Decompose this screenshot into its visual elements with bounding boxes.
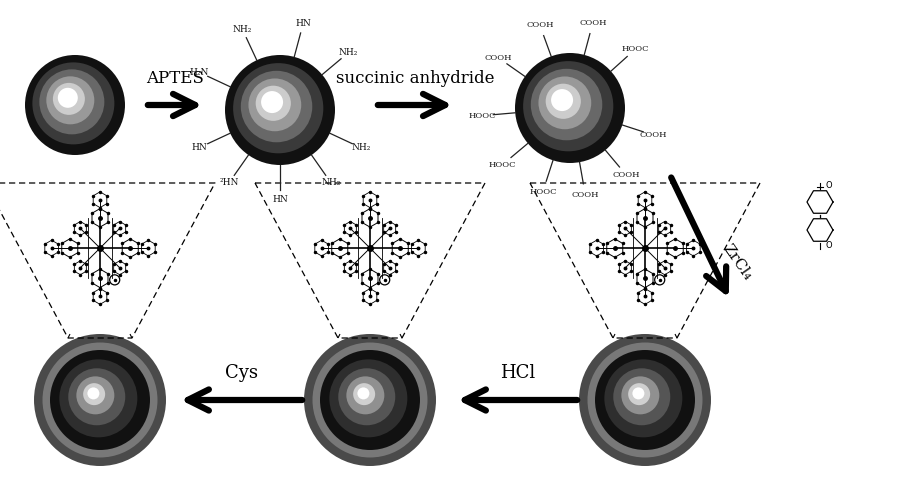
Circle shape (261, 91, 283, 113)
Circle shape (604, 360, 682, 437)
Text: NH₂: NH₂ (339, 48, 358, 57)
Text: APTES: APTES (146, 70, 204, 87)
Text: HCl: HCl (500, 364, 535, 382)
Circle shape (346, 376, 385, 415)
Text: COOH: COOH (484, 54, 511, 62)
Text: succinic anhydride: succinic anhydride (336, 70, 494, 87)
Circle shape (76, 376, 115, 415)
Circle shape (32, 62, 115, 145)
Text: NH₂: NH₂ (232, 25, 252, 34)
Circle shape (312, 343, 428, 457)
Text: COOH: COOH (526, 21, 554, 29)
Circle shape (225, 55, 335, 165)
Circle shape (58, 88, 78, 108)
Text: COOH: COOH (572, 191, 599, 199)
Circle shape (330, 360, 408, 437)
Circle shape (39, 69, 105, 134)
Circle shape (539, 77, 591, 129)
Text: O: O (825, 241, 832, 251)
Text: HOOC: HOOC (621, 45, 649, 53)
Circle shape (595, 350, 695, 450)
Circle shape (579, 334, 711, 466)
Circle shape (551, 89, 573, 111)
Circle shape (46, 76, 95, 124)
Text: ZrCl₄: ZrCl₄ (720, 241, 755, 282)
Circle shape (633, 388, 644, 400)
Circle shape (50, 350, 150, 450)
Circle shape (249, 79, 301, 131)
Circle shape (84, 383, 106, 405)
Circle shape (25, 55, 125, 155)
Circle shape (60, 360, 138, 437)
Circle shape (621, 376, 659, 415)
Text: O: O (825, 182, 832, 190)
Circle shape (545, 84, 581, 119)
Circle shape (53, 83, 84, 115)
Circle shape (241, 71, 312, 142)
Circle shape (523, 61, 613, 151)
Text: H₂N: H₂N (189, 68, 209, 77)
Text: COOH: COOH (640, 131, 667, 139)
Circle shape (613, 368, 670, 425)
Circle shape (233, 63, 323, 153)
Text: HOOC: HOOC (529, 187, 556, 196)
Circle shape (588, 343, 702, 457)
Circle shape (353, 383, 375, 405)
Text: Cys: Cys (225, 364, 258, 382)
Circle shape (304, 334, 436, 466)
Circle shape (256, 86, 291, 121)
Text: NH₂: NH₂ (351, 143, 371, 152)
Text: COOH: COOH (579, 19, 607, 27)
Circle shape (87, 388, 99, 400)
Circle shape (320, 350, 420, 450)
Circle shape (42, 343, 158, 457)
Circle shape (531, 69, 602, 140)
Circle shape (357, 388, 369, 400)
Text: HOOC: HOOC (468, 112, 496, 120)
Circle shape (515, 53, 625, 163)
Text: HOOC: HOOC (489, 161, 516, 169)
Text: NH₂: NH₂ (321, 178, 341, 187)
Circle shape (34, 334, 166, 466)
Circle shape (68, 368, 125, 425)
Text: HN: HN (191, 143, 207, 152)
Text: HN: HN (296, 19, 311, 28)
Circle shape (628, 383, 650, 405)
Text: ²HN: ²HN (219, 178, 239, 187)
Circle shape (338, 368, 396, 425)
Text: HN: HN (272, 195, 288, 203)
Text: COOH: COOH (613, 172, 641, 179)
